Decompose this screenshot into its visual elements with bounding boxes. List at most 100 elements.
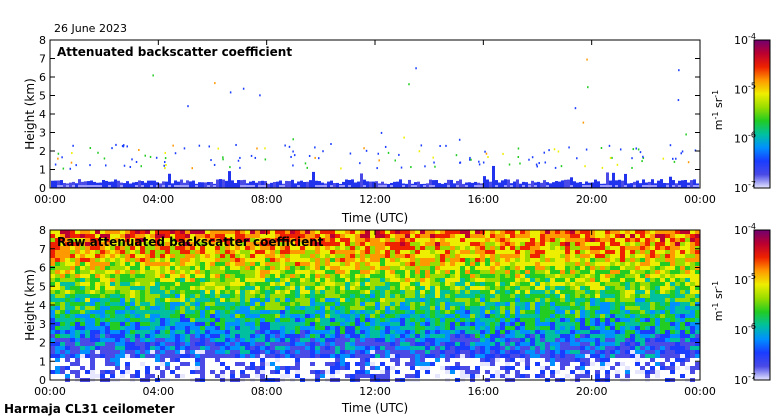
heatmap-cell (390, 258, 395, 262)
heatmap-cell (490, 326, 495, 330)
heatmap-cell (105, 266, 110, 270)
heatmap-cell (355, 274, 360, 278)
heatmap-cell (575, 254, 580, 258)
heatmap-cell (265, 310, 270, 314)
heatmap-cell (355, 350, 360, 354)
heatmap-cell (605, 302, 610, 306)
heatmap-cell (595, 354, 600, 358)
heatmap-cell (345, 334, 350, 338)
heatmap-column (111, 181, 114, 188)
heatmap-cell (430, 354, 435, 358)
heatmap-column (141, 181, 144, 188)
heatmap-cell (235, 354, 240, 358)
heatmap-cell (505, 290, 510, 294)
heatmap-cell (340, 282, 345, 286)
heatmap-cell (105, 234, 110, 238)
heatmap-cell (445, 234, 450, 238)
heatmap-cell (540, 302, 545, 306)
heatmap-cell (250, 354, 255, 358)
heatmap-cell (290, 298, 295, 302)
heatmap-cell (675, 254, 680, 258)
heatmap-dot (420, 144, 423, 147)
heatmap-cell (610, 322, 615, 326)
heatmap-cell (525, 310, 530, 314)
heatmap-cell (390, 274, 395, 278)
heatmap-cell (360, 342, 365, 346)
heatmap-dot (394, 159, 396, 162)
heatmap-cell (350, 314, 355, 318)
heatmap-cell (690, 318, 695, 322)
heatmap-cell (370, 250, 375, 254)
heatmap-cell (260, 242, 265, 246)
heatmap-cell (95, 326, 100, 330)
heatmap-cell (560, 314, 565, 318)
heatmap-cell (95, 318, 100, 322)
heatmap-cell (690, 266, 695, 270)
heatmap-cell (85, 294, 90, 298)
heatmap-cell (285, 354, 290, 358)
heatmap-cell (525, 266, 530, 270)
heatmap-cell (420, 286, 425, 290)
heatmap-cell (200, 278, 205, 282)
heatmap-cell (435, 298, 440, 302)
heatmap-dot (121, 144, 124, 147)
heatmap-cell (235, 318, 240, 322)
heatmap-column (660, 179, 663, 188)
heatmap-cell (175, 262, 180, 266)
heatmap-cell (205, 314, 210, 318)
heatmap-cell (595, 346, 600, 350)
heatmap-cell (470, 270, 475, 274)
heatmap-cell (545, 350, 550, 354)
heatmap-cell (125, 274, 130, 278)
heatmap-cell (325, 354, 330, 358)
heatmap-cell (235, 246, 240, 250)
heatmap-cell (90, 298, 95, 302)
heatmap-cell (375, 238, 380, 242)
heatmap-cell (550, 302, 555, 306)
heatmap-cell (370, 230, 375, 234)
heatmap-cell (75, 286, 80, 290)
heatmap-cell (145, 338, 150, 342)
heatmap-cell (375, 298, 380, 302)
heatmap-cell (545, 258, 550, 262)
heatmap-cell (535, 334, 540, 338)
heatmap-cell (75, 294, 80, 298)
heatmap-cell (290, 334, 295, 338)
heatmap-cell (165, 318, 170, 322)
heatmap-cell (310, 238, 315, 242)
heatmap-cell (685, 290, 690, 294)
heatmap-surface-cell (78, 185, 81, 187)
heatmap-cell (310, 298, 315, 302)
heatmap-cell (435, 318, 440, 322)
heatmap-cell (525, 346, 530, 350)
heatmap-dot (470, 158, 472, 161)
heatmap-cell (690, 234, 695, 238)
heatmap-dot (70, 161, 73, 164)
heatmap-column (93, 181, 96, 188)
heatmap-cell (90, 270, 95, 274)
heatmap-cell (210, 370, 215, 374)
heatmap-cell (550, 262, 555, 266)
heatmap-cell (460, 254, 465, 258)
heatmap-cell (410, 314, 415, 318)
heatmap-cell (340, 302, 345, 306)
heatmap-cell (305, 238, 310, 242)
heatmap-cell (510, 274, 515, 278)
heatmap-cell (500, 242, 505, 246)
heatmap-cell (385, 350, 390, 354)
heatmap-cell (145, 330, 150, 334)
heatmap-cell (375, 330, 380, 334)
heatmap-cell (65, 286, 70, 290)
heatmap-cell (115, 318, 120, 322)
heatmap-cell (565, 358, 570, 362)
heatmap-cell (540, 346, 545, 350)
heatmap-cell (315, 282, 320, 286)
heatmap-cell (110, 326, 115, 330)
heatmap-cell (75, 322, 80, 326)
heatmap-cell (220, 286, 225, 290)
heatmap-cell (150, 322, 155, 326)
heatmap-cell (395, 302, 400, 306)
heatmap-cell (345, 326, 350, 330)
heatmap-cell (255, 306, 260, 310)
heatmap-cell (685, 310, 690, 314)
